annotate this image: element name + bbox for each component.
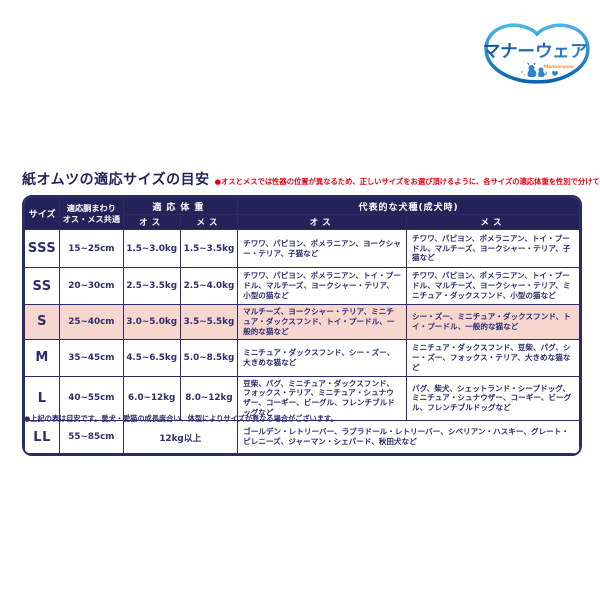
size-cell: L	[24, 375, 61, 422]
weight-cell: 12kg以上	[122, 420, 239, 455]
header-breeds-female: メス	[406, 214, 580, 230]
size-table-header: サイズ 適応胴まわり オス・メス共通 適応体重 代表的な犬種(成犬時) オス メ…	[24, 197, 580, 230]
size-cell: SS	[24, 267, 61, 305]
breeds-male-cell: ミニチュア・ダックスフンド、シー・ズー、大きめな猫など	[237, 338, 408, 377]
size-table: サイズ 適応胴まわり オス・メス共通 適応体重 代表的な犬種(成犬時) オス メ…	[22, 195, 582, 457]
breeds-male-cell: チワワ、パピヨン、ポメラニアン、トイ・プードル、マルチーズ、ヨークシャー・テリア…	[237, 267, 408, 305]
breeds-male-cell: チワワ、パピヨン、ポメラニアン、ヨークシャー・テリア、子猫など	[237, 229, 408, 268]
brand-logo: マナーウェア Mannerwear	[482, 22, 591, 88]
footnote: ●上記の表は目安です。愛犬・愛猫の成長度合い、体型によりサイズが異なる場合がござ…	[24, 414, 338, 423]
logo-subbrand-text: Mannerwear	[544, 64, 575, 70]
size-table-body: SSS 15~25cm 1.5~3.0kg 1.5~3.5kg チワワ、パピヨン、ポメラ…	[24, 229, 580, 455]
size-cell: M	[24, 338, 61, 377]
logo-heart-outline	[484, 23, 590, 84]
header-weight-male: オス	[122, 214, 181, 230]
breeds-cell: ゴールデン・レトリーバー、ラブラドール・レトリーバー、シベリアン・ハスキー、グレ…	[237, 420, 580, 455]
girth-cell: 40~55cm	[59, 375, 124, 422]
header-breeds: 代表的な犬種(成犬時)	[237, 197, 580, 215]
size-cell: SSS	[24, 229, 61, 268]
girth-cell: 15~25cm	[59, 229, 124, 268]
breeds-female-cell: チワワ、パピヨン、ポメラニアン、トイ・プードル、マルチーズ、ヨークシャー・テリア…	[406, 267, 580, 305]
size-cell: S	[24, 304, 61, 340]
manner-wear-logo-icon: マナーウェア Mannerwear	[482, 23, 590, 84]
weight-male-cell: 3.0~5.0kg	[122, 304, 181, 340]
weight-male-cell: 1.5~3.0kg	[122, 229, 181, 268]
breeds-male-cell: マルチーズ、ヨークシャー・テリア、ミニチュア・ダックスフンド、トイ・プードル、一…	[237, 304, 408, 340]
header-size: サイズ	[24, 197, 61, 230]
header-weight-female: メス	[179, 214, 239, 230]
weight-female-cell: 2.5~4.0kg	[179, 267, 239, 305]
size-cell: LL	[24, 420, 61, 455]
breeds-female-cell: ミニチュア・ダックスフンド、豆柴、パグ、シー・ズー、フォックス・テリア、大きめな…	[406, 338, 580, 377]
breeds-female-cell: チワワ、パピヨン、ポメラニアン、トイ・プードル、マルチーズ、ヨークシャー・テリア…	[406, 229, 580, 268]
table-row-size-SS: SS 20~30cm 2.5~3.5kg 2.5~4.0kg チワワ、パピヨン、ポメラニ…	[24, 267, 580, 305]
header-girth-line1: 適応胴まわり	[66, 203, 116, 214]
table-row-size-SSS: SSS 15~25cm 1.5~3.0kg 1.5~3.5kg チワワ、パピヨン、ポメラ…	[24, 229, 580, 268]
breeds-female-cell: パグ、柴犬、シェットランド・シープドッグ、ミニチュア・シュナウザー、コーギー、ビ…	[406, 375, 580, 422]
weight-female-cell: 8.0~12kg	[179, 375, 239, 422]
weight-female-cell: 1.5~3.5kg	[179, 229, 239, 268]
logo-brand-text: マナーウェア	[483, 42, 588, 62]
dog-cat-silhouette-icon	[518, 62, 558, 77]
weight-male-cell: 2.5~3.5kg	[122, 267, 181, 305]
table-row-size-S: S 25~40cm 3.0~5.0kg 3.5~5.5kg マルチーズ、ヨークシャー・テ…	[24, 304, 580, 340]
girth-cell: 55~85cm	[59, 420, 124, 455]
girth-cell: 20~30cm	[59, 267, 124, 305]
page-title: 紙オムツの適応サイズの目安	[22, 172, 210, 188]
table-row-size-L: L 40~55cm 6.0~12kg 8.0~12kg 豆柴、パグ、ミニチュア・ダックス…	[24, 375, 580, 422]
header-breeds-male: オス	[237, 214, 408, 230]
title-note: ●オスとメスでは性器の位置が異なるため、正しいサイズをお選び頂けるように、各サイ…	[214, 177, 600, 186]
header-weight: 適応体重	[122, 197, 239, 215]
table-row-size-M: M 35~45cm 4.5~6.5kg 5.0~8.5kg ミニチュア・ダックスフンド、…	[24, 338, 580, 377]
heading-row: 紙オムツの適応サイズの目安 ●オスとメスでは性器の位置が異なるため、正しいサイズ…	[22, 169, 600, 189]
weight-female-cell: 3.5~5.5kg	[179, 304, 239, 340]
header-girth-line2: オス・メス共通	[62, 213, 121, 224]
girth-cell: 25~40cm	[59, 304, 124, 340]
weight-male-cell: 4.5~6.5kg	[122, 338, 181, 377]
weight-female-cell: 5.0~8.5kg	[179, 338, 239, 377]
breeds-female-cell: シー・ズー、ミニチュア・ダックスフンド、トイ・プードル、一般的な猫など	[406, 304, 580, 340]
header-girth: 適応胴まわり オス・メス共通	[59, 197, 124, 230]
girth-cell: 35~45cm	[59, 338, 124, 377]
table-row-size-LL: LL 55~85cm 12kg以上 ゴールデン・レトリーバー、ラブラドール・レトリーバ…	[24, 420, 580, 455]
